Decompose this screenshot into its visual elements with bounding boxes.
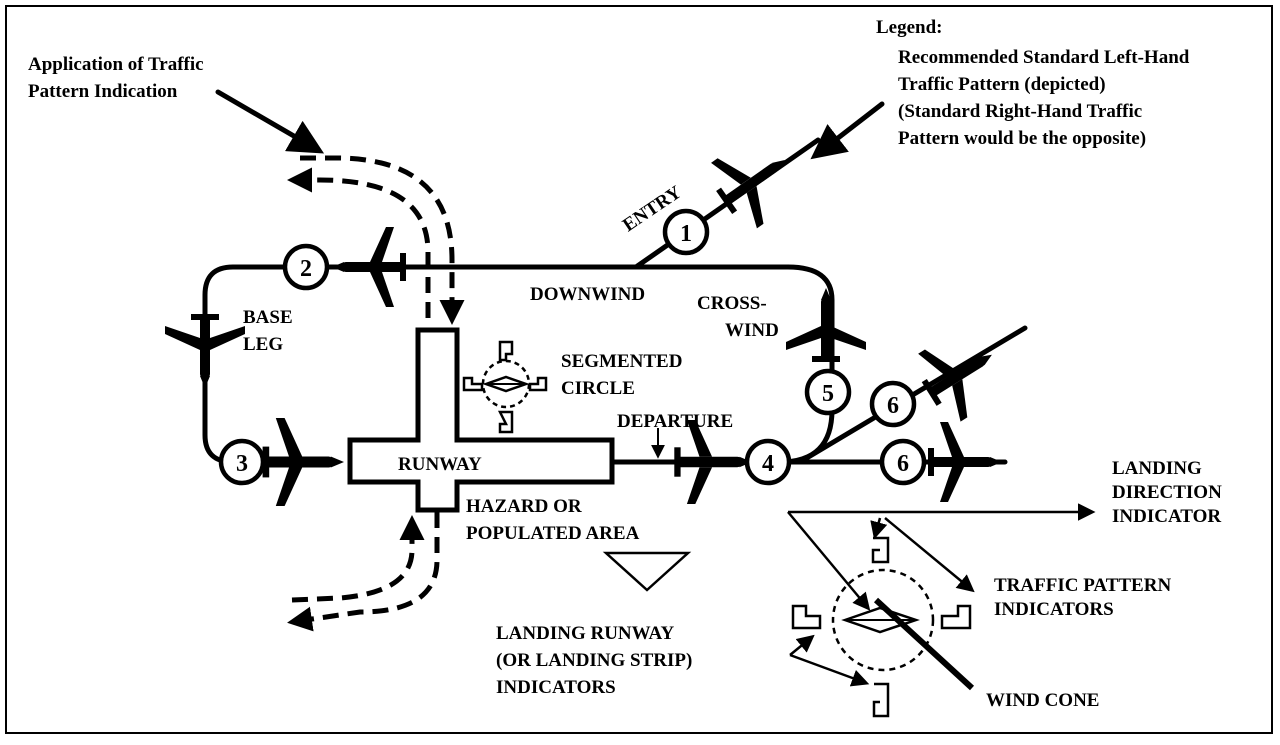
landing-runway-label-line-1: LANDING RUNWAY bbox=[496, 623, 675, 644]
traffic-pattern-indicators-label-line-2: INDICATORS bbox=[994, 599, 1114, 620]
runway-label: RUNWAY bbox=[398, 454, 482, 475]
bottom-indicator-pointer bbox=[789, 653, 870, 687]
leg-marker-6-turn: 6 bbox=[887, 393, 899, 419]
legend-line-3: (Standard Right-Hand Traffic bbox=[898, 101, 1142, 122]
leg-marker-5: 5 bbox=[822, 381, 834, 407]
hazard-label-line-1: HAZARD OR bbox=[466, 496, 582, 517]
figure-frame bbox=[5, 5, 1273, 734]
airplane-final-icon bbox=[262, 418, 344, 506]
left-indicator-pointer bbox=[789, 634, 815, 656]
base-leg-label-line-1: BASE bbox=[243, 307, 293, 328]
leg-marker-4: 4 bbox=[762, 451, 774, 477]
hazard-label-line-2: POPULATED AREA bbox=[466, 523, 640, 544]
landing-runway-label-line-3: INDICATORS bbox=[496, 677, 616, 698]
landing-direction-label-line-1: LANDING bbox=[1112, 458, 1202, 479]
traffic-pattern-indicators-label-line-1: TRAFFIC PATTERN bbox=[994, 575, 1171, 596]
indicator-left bbox=[791, 604, 822, 630]
wind-cone-label: WIND CONE bbox=[986, 690, 1099, 711]
airplane-base-leg-icon bbox=[165, 314, 245, 388]
airplane-entry-icon bbox=[701, 127, 808, 236]
leg-marker-1: 1 bbox=[680, 221, 692, 247]
legend-line-1: Recommended Standard Left-Hand bbox=[898, 47, 1190, 68]
landing-runway-label-line-2: (OR LANDING STRIP) bbox=[496, 650, 692, 671]
segmented-circle-label-line-1: SEGMENTED bbox=[561, 351, 682, 372]
application-label-line-2: Pattern Indication bbox=[28, 81, 178, 102]
dashed-arrow-bottom-inbound bbox=[291, 515, 425, 603]
leg-marker-2: 2 bbox=[300, 256, 312, 282]
dashed-arrow-bottom-outbound bbox=[287, 512, 440, 632]
leg-marker-6-straight: 6 bbox=[897, 451, 909, 477]
runway-cross bbox=[347, 327, 615, 513]
dashed-arrow-top-outbound bbox=[287, 167, 431, 318]
tetrahedron-pointer bbox=[787, 511, 871, 611]
application-label-line-1: Application of Traffic bbox=[28, 54, 204, 75]
airplane-departure-45-icon bbox=[907, 320, 1014, 428]
legend-pointer-arrow bbox=[810, 101, 885, 160]
leg-marker-3: 3 bbox=[236, 451, 248, 477]
base-leg-label-line-2: LEG bbox=[243, 334, 283, 355]
landing-direction-label-line-3: INDICATOR bbox=[1112, 506, 1221, 527]
top-indicator-pointer bbox=[870, 517, 888, 540]
airplane-crosswind-icon bbox=[786, 288, 866, 362]
segmented-circle-small bbox=[462, 340, 548, 434]
indicator-right bbox=[940, 604, 972, 630]
runway: RUNWAY bbox=[347, 327, 615, 513]
departure-label: DEPARTURE bbox=[617, 411, 733, 432]
segmented-circle-label-line-2: CIRCLE bbox=[561, 378, 635, 399]
application-dashed-arrows bbox=[287, 155, 465, 632]
legend-title: Legend: bbox=[876, 17, 943, 38]
legend-line-2: Traffic Pattern (depicted) bbox=[898, 74, 1106, 95]
airplane-departure-straight-icon bbox=[928, 422, 1002, 502]
crosswind-label-line-1: CROSS- bbox=[697, 293, 767, 314]
hazard-hollow-arrow-icon bbox=[602, 551, 692, 592]
landing-direction-label-line-2: DIRECTION bbox=[1112, 482, 1222, 503]
segmented-circle-large bbox=[787, 503, 1096, 718]
right-indicator-pointer bbox=[884, 517, 975, 593]
dashed-arrow-top-inbound bbox=[300, 155, 465, 325]
leg-markers: 1 2 3 4 5 6 6 bbox=[218, 208, 927, 486]
airplane-downwind-icon bbox=[332, 227, 406, 307]
downwind-label: DOWNWIND bbox=[530, 284, 645, 305]
indicator-top bbox=[871, 536, 890, 564]
application-pointer-arrow bbox=[215, 89, 325, 154]
legend-line-4: Pattern would be the opposite) bbox=[898, 128, 1146, 149]
wind-cone-line bbox=[873, 597, 975, 691]
indicator-bottom bbox=[872, 682, 890, 718]
airplane-departure-icon bbox=[674, 420, 752, 504]
crosswind-label-line-2: WIND bbox=[725, 320, 779, 341]
